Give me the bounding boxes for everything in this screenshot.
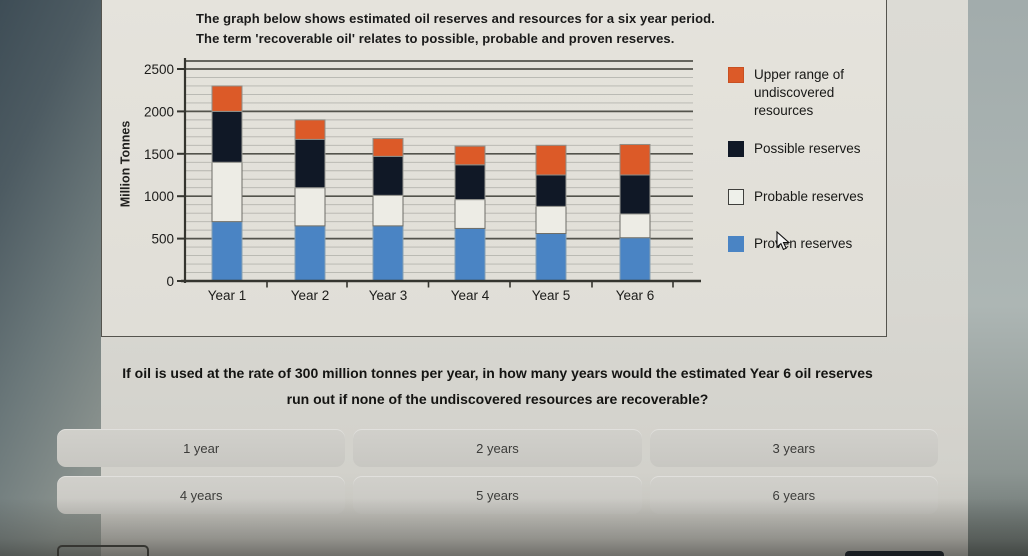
bar-segment [619, 237, 651, 282]
answer-button-3-years[interactable]: 3 years [649, 429, 938, 467]
legend-label: Probable reserves [754, 189, 864, 204]
x-tick-label: Year 1 [208, 288, 247, 303]
legend-swatch [728, 67, 744, 83]
question-line1: If oil is used at the rate of 300 millio… [122, 365, 873, 381]
answer-button-6-years[interactable]: 6 years [649, 476, 938, 514]
y-tick-label: 1000 [144, 189, 174, 204]
x-tick-label: Year 2 [291, 288, 330, 303]
y-tick-label: 1500 [144, 147, 174, 162]
bar-segment [535, 174, 567, 207]
chart-title-line2: The term 'recoverable oil' relates to po… [196, 31, 675, 46]
bar-segment [211, 85, 243, 112]
chart-title: The graph below shows estimated oil rese… [196, 9, 715, 49]
bar-segment [619, 213, 651, 239]
x-tick-label: Year 6 [616, 288, 655, 303]
chart-title-line1: The graph below shows estimated oil rese… [196, 11, 715, 26]
bar-segment [619, 174, 651, 215]
y-tick-label: 2500 [144, 62, 174, 77]
answer-button-5-years[interactable]: 5 years [353, 476, 642, 514]
bar-segment [294, 225, 326, 282]
bar-segment [454, 227, 486, 282]
bar-segment [211, 110, 243, 163]
legend-swatch [728, 189, 744, 205]
bar-segment [211, 221, 243, 282]
y-tick-label: 0 [166, 274, 174, 289]
legend-item: Probable reserves [728, 188, 864, 206]
legend-label: Possible reserves [754, 141, 861, 156]
bar-segment [211, 161, 243, 223]
bar-segment [454, 199, 486, 229]
bar-segment [535, 233, 567, 282]
x-tick-label: Year 3 [369, 288, 408, 303]
stacked-bar-chart: 0 500 1000 1500 2000 2500 Year 1 Year 2 Year 3 Ye… [144, 58, 701, 303]
answer-button-4-years[interactable]: 4 years [57, 476, 346, 514]
bottom-left-button-partial[interactable] [57, 545, 149, 556]
bar-segment [372, 138, 404, 157]
answer-button-2-years[interactable]: 2 years [353, 429, 642, 467]
x-tick-label: Year 4 [451, 288, 490, 303]
bar-segment [454, 164, 486, 201]
mouse-arrow-cursor [776, 231, 791, 251]
legend-item: Possible reserves [728, 140, 861, 158]
legend-label: Upper range of undiscovered resources [754, 67, 845, 118]
question-line2: run out if none of the undiscovered reso… [286, 391, 709, 407]
screen-right-bezel [968, 0, 1028, 556]
y-tick-label: 2000 [144, 104, 174, 119]
bar-segment [372, 155, 404, 196]
legend-label: Proven reserves [754, 236, 853, 251]
question-text: If oil is used at the rate of 300 millio… [57, 360, 938, 412]
legend-swatch [728, 236, 744, 252]
legend-swatch [728, 141, 744, 157]
answer-button-1-year[interactable]: 1 year [57, 429, 346, 467]
bar-segment [294, 138, 326, 189]
bar-segment [372, 194, 404, 227]
x-tick-label: Year 5 [532, 288, 571, 303]
legend-item: Upper range of undiscovered resources [728, 66, 890, 120]
bottom-right-button-partial[interactable] [845, 551, 944, 556]
bar-segment [294, 187, 326, 227]
bar-segment [535, 144, 567, 176]
bar-segment [454, 145, 486, 166]
answers-grid: 1 year 2 years 3 years 4 years 5 years 6 year… [57, 429, 938, 514]
bar-segment [619, 143, 651, 176]
bar-segment [535, 205, 567, 235]
bar-segment [372, 225, 404, 282]
y-tick-label: 500 [151, 232, 174, 247]
bar-segment [294, 119, 326, 140]
